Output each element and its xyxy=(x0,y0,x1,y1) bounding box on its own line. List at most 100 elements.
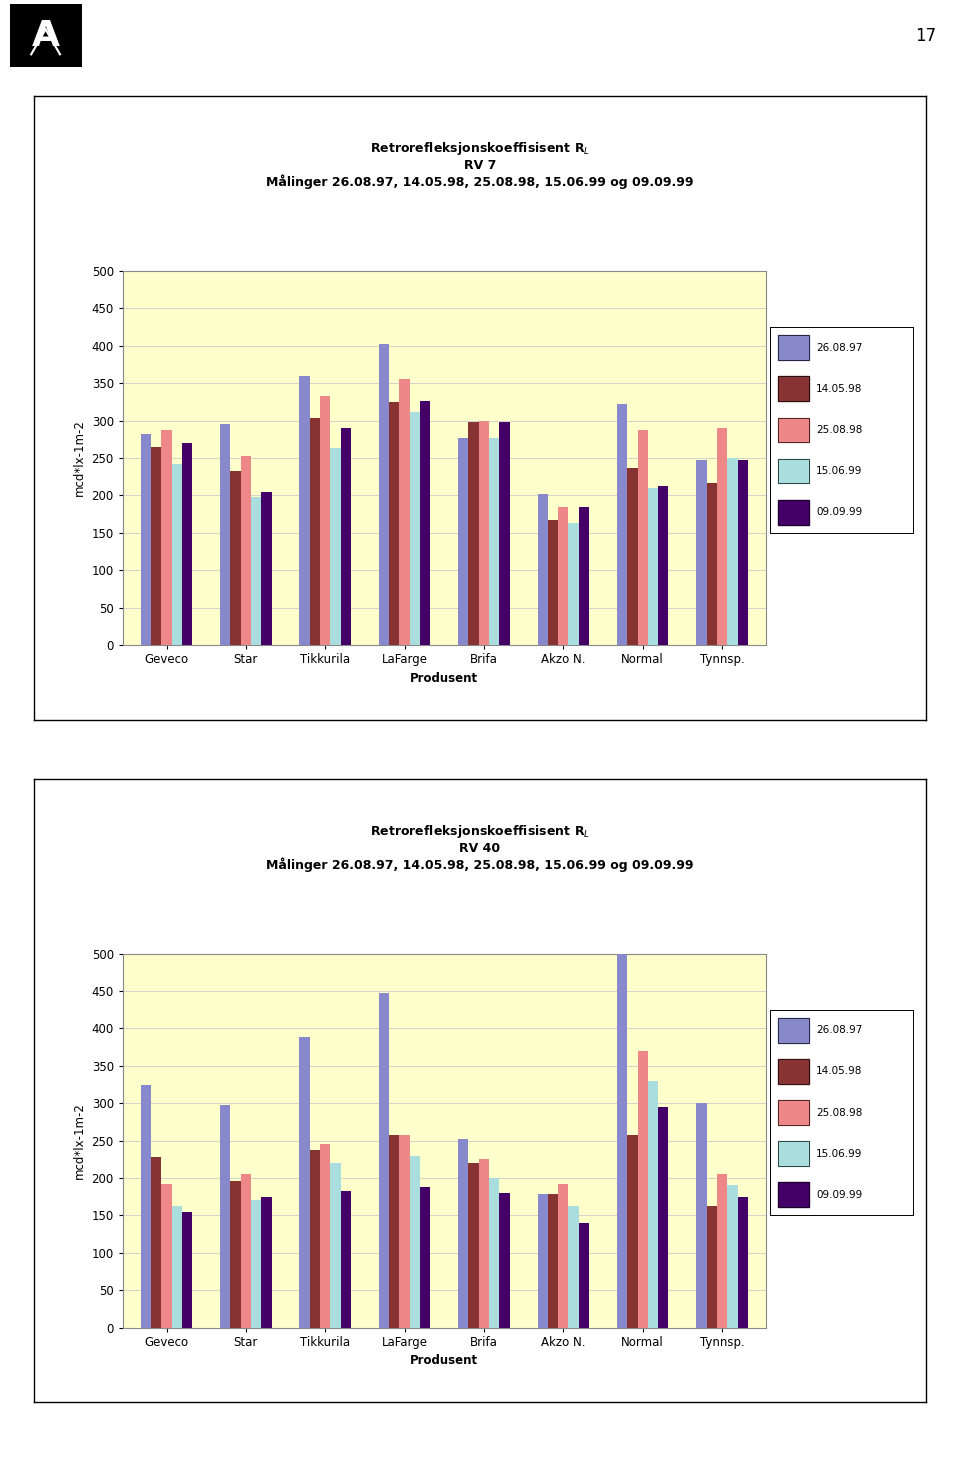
Bar xyxy=(172,1205,182,1328)
Bar xyxy=(468,421,479,646)
Bar xyxy=(320,396,330,646)
Bar xyxy=(499,1193,510,1328)
Bar xyxy=(778,377,809,401)
Text: Retrorefleksjonskoeffisisent R$_{L}$
RV 40
Målinger 26.08.97, 14.05.98, 25.08.98: Retrorefleksjonskoeffisisent R$_{L}$ RV … xyxy=(266,822,694,871)
Text: 14.05.98: 14.05.98 xyxy=(816,1067,863,1076)
Bar xyxy=(261,491,272,646)
Text: 15.06.99: 15.06.99 xyxy=(816,466,863,476)
Bar xyxy=(399,1135,410,1328)
Bar xyxy=(778,1141,809,1166)
Bar xyxy=(696,460,707,646)
Bar xyxy=(230,1181,241,1328)
Bar xyxy=(548,519,558,646)
Bar xyxy=(261,1196,272,1328)
Bar xyxy=(568,522,579,646)
Bar xyxy=(778,500,809,524)
Bar xyxy=(389,402,399,646)
Bar xyxy=(310,1150,320,1328)
Bar xyxy=(707,482,717,646)
Bar xyxy=(330,1163,341,1328)
Bar xyxy=(499,421,510,646)
Bar xyxy=(479,1159,490,1328)
Bar xyxy=(568,1206,579,1328)
Bar xyxy=(778,1018,809,1043)
Text: 09.09.99: 09.09.99 xyxy=(816,1190,862,1201)
Bar xyxy=(490,438,499,646)
Text: 09.09.99: 09.09.99 xyxy=(816,508,862,518)
Bar xyxy=(659,1107,668,1328)
Bar xyxy=(241,457,252,646)
Bar xyxy=(648,488,659,646)
Text: 14.05.98: 14.05.98 xyxy=(816,384,863,393)
Bar xyxy=(141,433,151,646)
Bar xyxy=(737,460,748,646)
Bar xyxy=(617,954,627,1328)
X-axis label: Produsent: Produsent xyxy=(410,672,478,684)
Bar xyxy=(458,1140,468,1328)
Text: 25.08.98: 25.08.98 xyxy=(816,1107,863,1117)
Bar xyxy=(548,1195,558,1328)
Bar xyxy=(479,420,490,646)
Bar xyxy=(579,1223,589,1328)
Text: A: A xyxy=(32,19,60,52)
Bar xyxy=(300,375,310,646)
Bar xyxy=(141,1085,151,1328)
Bar xyxy=(558,1184,568,1328)
Bar xyxy=(778,1141,809,1166)
Bar xyxy=(558,506,568,646)
Bar xyxy=(707,1205,717,1328)
Bar xyxy=(300,1037,310,1328)
Bar xyxy=(778,1183,809,1206)
Bar xyxy=(538,1195,548,1328)
Bar xyxy=(696,1103,707,1328)
Text: 26.08.97: 26.08.97 xyxy=(816,1025,863,1036)
Bar xyxy=(172,464,182,646)
Bar xyxy=(778,1060,809,1083)
Bar xyxy=(410,1156,420,1328)
Bar xyxy=(399,380,410,646)
Bar xyxy=(778,335,809,361)
Bar xyxy=(458,438,468,646)
Bar xyxy=(728,459,737,646)
Bar xyxy=(617,404,627,646)
Bar xyxy=(778,335,809,361)
Bar xyxy=(420,401,430,646)
Bar xyxy=(151,447,161,646)
Bar xyxy=(778,500,809,524)
Bar xyxy=(659,485,668,646)
Bar xyxy=(778,417,809,442)
Bar xyxy=(241,1174,252,1328)
Bar xyxy=(538,494,548,646)
Bar xyxy=(778,1183,809,1206)
Bar xyxy=(252,497,261,646)
Bar xyxy=(379,344,389,646)
Text: Retrorefleksjonskoeffisisent R$_{L}$
RV 7
Målinger 26.08.97, 14.05.98, 25.08.98,: Retrorefleksjonskoeffisisent R$_{L}$ RV … xyxy=(266,139,694,188)
Bar xyxy=(341,1190,351,1328)
Bar xyxy=(161,429,172,646)
Bar xyxy=(341,427,351,646)
Text: 26.08.97: 26.08.97 xyxy=(816,343,863,353)
Bar xyxy=(252,1201,261,1328)
Text: 17: 17 xyxy=(915,27,936,45)
Bar xyxy=(182,444,192,646)
Bar xyxy=(151,1158,161,1328)
Bar xyxy=(737,1196,748,1328)
Bar xyxy=(627,469,637,646)
Bar xyxy=(379,993,389,1328)
Bar xyxy=(778,417,809,442)
Bar xyxy=(778,459,809,484)
Bar xyxy=(220,424,230,646)
Bar xyxy=(230,472,241,646)
Bar xyxy=(389,1135,399,1328)
Bar xyxy=(220,1106,230,1328)
Bar xyxy=(717,427,728,646)
Y-axis label: mcd*lx-1m-2: mcd*lx-1m-2 xyxy=(73,1103,86,1180)
Bar xyxy=(637,430,648,646)
Bar xyxy=(778,1100,809,1125)
Y-axis label: mcd*lx-1m-2: mcd*lx-1m-2 xyxy=(73,420,86,497)
Bar xyxy=(182,1211,192,1328)
Bar xyxy=(330,448,341,646)
Text: 15.06.99: 15.06.99 xyxy=(816,1149,863,1159)
Bar xyxy=(728,1186,737,1328)
Text: 25.08.98: 25.08.98 xyxy=(816,424,863,435)
